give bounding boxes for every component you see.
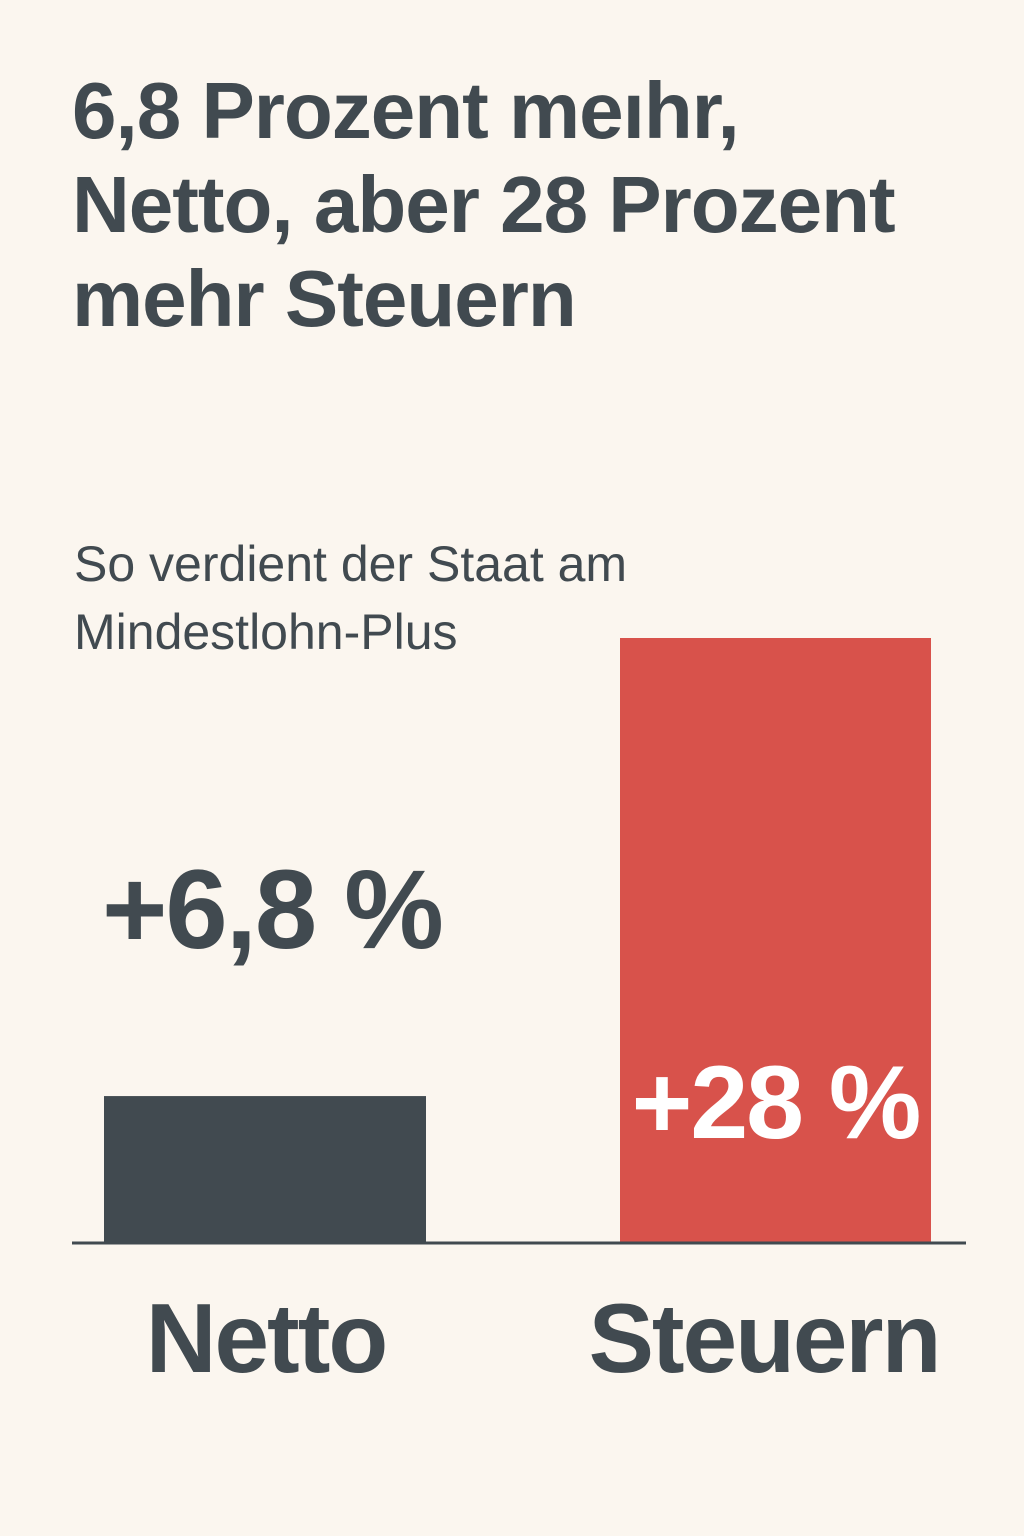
category-label-steuern: Steuern <box>589 1283 940 1393</box>
data-label-steuern: +28 % <box>632 1045 920 1161</box>
subtitle: So verdient der Staat am Mindestlohn-Plu… <box>74 536 628 660</box>
bars-group <box>104 638 931 1243</box>
category-label-netto: Netto <box>146 1283 386 1393</box>
bar-netto <box>104 1096 426 1243</box>
data-label-netto: +6,8 % <box>102 847 442 972</box>
bar-steuern <box>620 638 931 1243</box>
data-labels-group: +6,8 % +28 % <box>102 847 921 1161</box>
category-labels-group: Netto Steuern <box>146 1283 942 1393</box>
headline: 6,8 Prozent meıhr, Netto, aber 28 Prozen… <box>72 66 896 343</box>
